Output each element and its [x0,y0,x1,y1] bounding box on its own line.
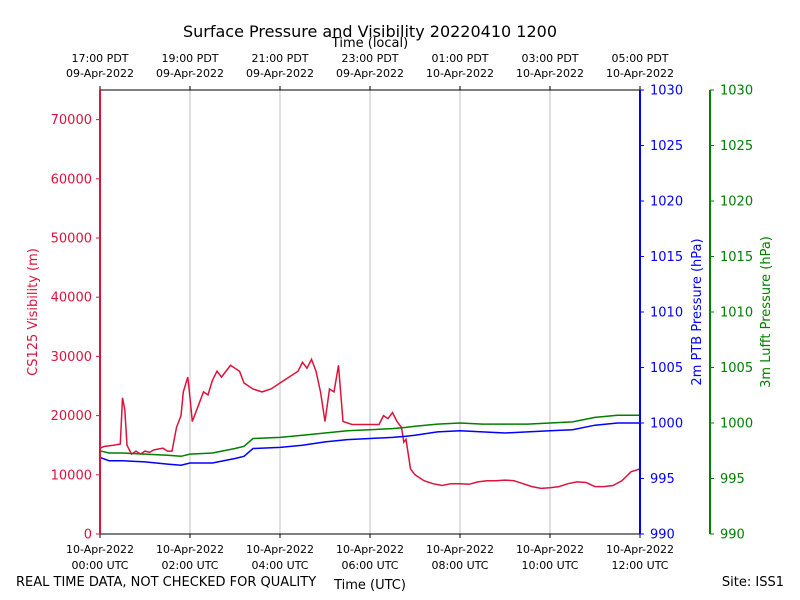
top-tick-label-date: 10-Apr-2022 [606,67,674,80]
lufft-tick-label: 1025 [720,139,753,154]
cs125-visibility-line [99,357,641,490]
top-tick-label-time: 03:00 PDT [521,52,578,65]
x-tick-label-date: 10-Apr-2022 [156,543,224,556]
ptb-tick-label: 1020 [650,195,683,210]
quality-disclaimer: REAL TIME DATA, NOT CHECKED FOR QUALITY [16,575,317,590]
visibility-tick-label: 60000 [51,172,92,187]
visibility-tick-label: 0 [84,528,92,543]
lufft-axis-label: 3m Lufft Pressure (hPa) [759,236,774,388]
visibility-tick-label: 10000 [51,468,92,483]
x-tick-label-date: 10-Apr-2022 [66,543,134,556]
ptb-tick-label: 1010 [650,306,683,321]
top-tick-label-date: 10-Apr-2022 [426,67,494,80]
axes-layer: 10-Apr-2022 00:00 UTC 10-Apr-2022 02:00 UTC… [51,52,753,572]
site-label: Site: ISS1 [721,575,784,590]
visibility-tick-label: 40000 [51,291,92,306]
x-tick-label-time: 04:00 UTC [251,559,308,572]
top-tick-label-time: 23:00 PDT [341,52,398,65]
lufft-tick-label: 1020 [720,195,753,210]
top-tick-label-time: 05:00 PDT [611,52,668,65]
x-tick-label-date: 10-Apr-2022 [246,543,314,556]
top-tick-label-date: 09-Apr-2022 [336,67,404,80]
ptb-tick-label: 1025 [650,139,683,154]
x-tick-label-date: 10-Apr-2022 [606,543,674,556]
top-tick-label-time: 19:00 PDT [161,52,218,65]
lufft-tick-label: 1030 [720,84,753,99]
x-tick-label-time: 08:00 UTC [431,559,488,572]
ptb-tick-label: 1005 [650,361,683,376]
chart-title: Surface Pressure and Visibility 20220410… [183,22,557,41]
3m-lufft-pressure-line [99,414,640,458]
x-tick-label-date: 10-Apr-2022 [336,543,404,556]
lufft-tick-label: 995 [720,472,745,487]
visibility-tick-label: 50000 [51,232,92,247]
ptb-tick-label: 995 [650,472,675,487]
ptb-tick-label: 1030 [650,84,683,99]
top-tick-label-date: 10-Apr-2022 [516,67,584,80]
x-tick-label-date: 10-Apr-2022 [426,543,494,556]
series-layer [99,357,641,490]
ptb-axis-label: 2m PTB Pressure (hPa) [690,238,705,385]
top-tick-label-time: 21:00 PDT [251,52,308,65]
x-tick-label-time: 12:00 UTC [611,559,668,572]
x-tick-label-time: 06:00 UTC [341,559,398,572]
top-tick-label-time: 01:00 PDT [431,52,488,65]
x-tick-label-date: 10-Apr-2022 [516,543,584,556]
x-tick-label-time: 00:00 UTC [71,559,128,572]
ptb-tick-label: 1000 [650,417,683,432]
lufft-tick-label: 1015 [720,250,753,265]
visibility-tick-label: 70000 [51,113,92,128]
grid-lines [189,90,551,534]
x-tick-label-time: 10:00 UTC [521,559,578,572]
visibility-axis-label: CS125 Visibility (m) [26,248,41,376]
visibility-tick-label: 20000 [51,409,92,424]
top-tick-label-date: 09-Apr-2022 [246,67,314,80]
x-axis-label: Time (UTC) [333,578,406,593]
visibility-tick-label: 30000 [51,350,92,365]
x-tick-label-time: 02:00 UTC [161,559,218,572]
2m-ptb-pressure-line [99,422,640,466]
top-tick-label-date: 09-Apr-2022 [66,67,134,80]
lufft-tick-label: 1000 [720,417,753,432]
ptb-tick-label: 990 [650,528,675,543]
top-axis-label: Time (local) [331,36,408,51]
lufft-tick-label: 990 [720,528,745,543]
lufft-tick-label: 1010 [720,306,753,321]
ptb-tick-label: 1015 [650,250,683,265]
top-tick-label-time: 17:00 PDT [71,52,128,65]
lufft-tick-label: 1005 [720,361,753,376]
top-tick-label-date: 09-Apr-2022 [156,67,224,80]
